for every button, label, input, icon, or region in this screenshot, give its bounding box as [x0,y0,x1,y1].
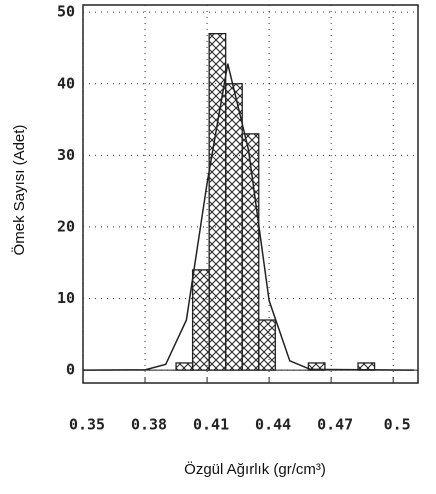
y-tick-label: 10 [57,289,75,307]
y-tick-label: 50 [57,3,75,21]
x-axis-label: Özgül Ağırlık (gr/cm³) [184,460,326,478]
y-tick-label: 20 [57,217,75,235]
bar [191,269,210,371]
fit-curve [82,63,414,371]
x-tick-label: 0.5 [384,416,411,434]
x-tick-label: 0.41 [193,416,229,434]
bar [225,83,243,371]
y-tick-label: 30 [57,146,75,164]
bar [175,362,194,371]
plot-frame [82,4,419,384]
x-tick-label: 0.47 [317,416,353,434]
y-tick-label: 40 [57,74,75,92]
x-tick-label: 0.38 [131,416,167,434]
y-axis-label: Ömek Sayısı (Adet) [10,125,28,256]
y-tick-label: 0 [66,361,75,379]
x-tick-label: 0.35 [69,416,105,434]
bar [208,32,227,371]
bar [258,319,276,371]
x-tick-label: 0.44 [255,416,291,434]
